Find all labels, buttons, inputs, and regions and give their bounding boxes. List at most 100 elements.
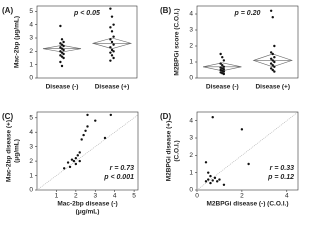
point <box>273 65 276 69</box>
point <box>271 52 274 56</box>
point <box>109 46 112 49</box>
x-axis-label: Mac-2bp disease (-) <box>57 201 117 208</box>
point <box>211 116 214 119</box>
point <box>62 48 65 52</box>
point <box>59 50 62 53</box>
y-tick-label: 3 <box>29 35 33 42</box>
point <box>82 133 85 137</box>
point <box>66 161 70 164</box>
point <box>219 62 222 65</box>
point <box>62 44 65 48</box>
point <box>209 174 212 178</box>
y-axis-label: Mac-2bp disease (+) <box>6 120 13 182</box>
category-label: Disease (+) <box>255 84 290 91</box>
point <box>222 59 226 62</box>
point <box>112 56 115 60</box>
point <box>247 162 250 166</box>
point <box>59 60 62 64</box>
category-label: Disease (+) <box>95 84 130 91</box>
point <box>211 179 214 182</box>
point <box>74 162 78 166</box>
annotation: p < 0.05 <box>73 10 100 17</box>
point <box>269 57 273 60</box>
point <box>110 48 114 52</box>
point <box>110 30 114 33</box>
panel: (A) 0 1 2 3 4 5 Mac-2bp (μg/mL) Disease (-) Disea… <box>2 5 138 91</box>
point <box>78 151 81 154</box>
x-tick-label: 2 <box>74 193 78 200</box>
y-tick-label: 0 <box>29 75 33 82</box>
y-tick-label: 4 <box>189 117 193 124</box>
point <box>59 46 62 49</box>
panel: (B) 0 1 2 3 4 M2BPGi score (C.O.I.) Disease (-)… <box>160 5 299 91</box>
point <box>109 113 113 117</box>
point <box>269 51 273 54</box>
x-tick-label: 3 <box>93 193 97 200</box>
y-tick-label: 4 <box>29 21 33 28</box>
y-axis-label: M2BPGi score (C.O.I.) <box>174 8 181 75</box>
annotation: p = 0.12 <box>267 174 294 181</box>
point <box>60 43 64 46</box>
point <box>222 72 226 76</box>
panel-label: (B) <box>160 6 171 15</box>
point <box>207 171 210 174</box>
point <box>59 54 62 57</box>
plot-frame <box>196 5 299 79</box>
y-axis-label: M2BPGi disease (+) <box>166 121 173 182</box>
point <box>60 51 64 54</box>
x-tick-label: 1 <box>55 193 59 200</box>
point <box>109 7 112 10</box>
y-tick-label: 3 <box>189 27 193 34</box>
point <box>84 129 87 132</box>
point <box>219 52 222 56</box>
y-tick-label: 5 <box>29 8 33 15</box>
y-tick-label: 2 <box>189 43 193 50</box>
point <box>216 180 219 183</box>
point <box>60 64 64 68</box>
y-axis-label: (C.O.I.) <box>174 140 181 161</box>
identity-line <box>36 114 139 191</box>
panel-label: (D) <box>160 112 171 121</box>
point <box>109 26 112 29</box>
point <box>59 42 62 45</box>
point <box>240 128 244 131</box>
y-tick-label: 0 <box>189 75 193 82</box>
point <box>269 67 273 70</box>
plot-frame <box>36 5 138 79</box>
point <box>80 138 83 141</box>
annotation: r = 0.73 <box>110 165 134 172</box>
x-tick-label: 4 <box>113 193 117 200</box>
point <box>110 15 114 18</box>
x-tick-label: 0 <box>195 193 199 200</box>
x-tick-label: 4 <box>285 193 289 200</box>
y-tick-label: 2 <box>29 48 33 55</box>
point <box>112 50 115 53</box>
y-tick-label: 4 <box>29 129 33 136</box>
point <box>273 44 276 48</box>
point <box>68 165 72 169</box>
y-tick-label: 4 <box>189 11 193 18</box>
point <box>271 63 274 67</box>
identity-line <box>196 111 299 191</box>
x-axis-label: (μg/mL) <box>76 209 100 216</box>
y-axis-label: (μg/mL) <box>14 139 21 163</box>
annotation: p = 0.20 <box>234 10 261 17</box>
plot-frame <box>36 111 139 191</box>
y-tick-label: 2 <box>189 152 193 159</box>
y-tick-label: 3 <box>189 135 193 142</box>
point <box>60 55 64 58</box>
category-label: Disease (-) <box>206 84 239 91</box>
plot-frame <box>196 111 299 191</box>
point <box>103 136 107 140</box>
point <box>269 62 273 65</box>
point <box>74 157 78 160</box>
point <box>109 38 112 41</box>
point <box>209 181 212 185</box>
y-tick-label: 0 <box>189 187 193 194</box>
annotation: p < 0.001 <box>103 174 134 181</box>
y-axis-label: Mac-2bp (μg/mL) <box>14 16 21 68</box>
category-label: Disease (-) <box>46 84 79 91</box>
point <box>86 113 89 117</box>
point <box>222 70 226 73</box>
point <box>70 158 74 161</box>
